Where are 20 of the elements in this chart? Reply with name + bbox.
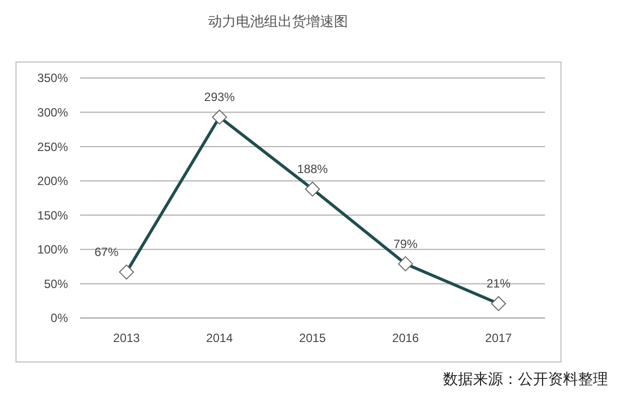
- x-tick-label: 2017: [485, 331, 512, 346]
- chart-title: 动力电池组出货增速图: [208, 13, 348, 29]
- y-tick-label: 350%: [37, 71, 68, 86]
- y-tick-label: 100%: [37, 242, 68, 257]
- data-label: 67%: [94, 245, 119, 260]
- source-note: 数据来源：公开资料整理: [443, 371, 608, 388]
- data-label: 188%: [297, 162, 328, 176]
- y-tick-label: 250%: [37, 140, 68, 154]
- y-tick-label: 300%: [37, 105, 68, 120]
- data-label: 79%: [393, 236, 418, 251]
- y-tick-label: 200%: [37, 174, 68, 188]
- data-label: 293%: [204, 90, 236, 104]
- y-tick-label: 150%: [37, 208, 68, 222]
- x-tick-label: 2016: [392, 331, 420, 346]
- x-tick-label: 2015: [299, 331, 326, 346]
- x-tick-label: 2014: [206, 331, 234, 346]
- data-label: 21%: [486, 276, 511, 291]
- x-tick-label: 2013: [113, 331, 140, 346]
- y-tick-label: 50%: [44, 276, 68, 291]
- y-tick-label: 0%: [50, 311, 68, 326]
